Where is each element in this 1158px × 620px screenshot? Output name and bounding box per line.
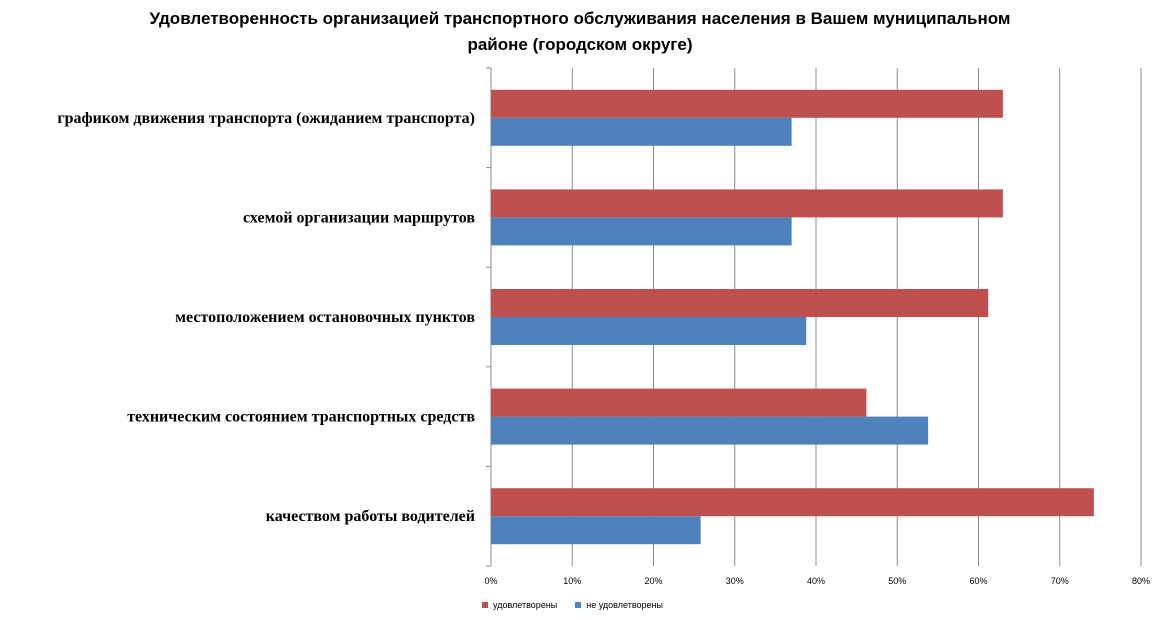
bar-not-satisfied-3: [491, 416, 929, 445]
category-label-0: графиком движения транспорта (ожиданием …: [57, 110, 475, 127]
bar-satisfied-1: [491, 189, 1003, 218]
bar-satisfied-4: [491, 488, 1094, 517]
x-tick-label-8: 80%: [1132, 576, 1150, 586]
x-tick-label-6: 60%: [969, 576, 987, 586]
legend-label-satisfied: удовлетворены: [493, 600, 558, 610]
bar-not-satisfied-2: [491, 317, 807, 345]
x-tick-label-0: 0%: [484, 576, 497, 586]
legend-swatch-satisfied: [482, 602, 488, 608]
x-tick-label-1: 10%: [563, 576, 581, 586]
x-tick-label-4: 40%: [807, 576, 825, 586]
x-tick-label-2: 20%: [644, 576, 662, 586]
category-label-1: схемой организации маршрутов: [243, 209, 475, 226]
chart-title-line-2: районе (городском округе): [467, 35, 693, 54]
bar-not-satisfied-0: [491, 117, 792, 146]
legend-swatch-not-satisfied: [575, 602, 582, 608]
category-label-2: местоположением остановочных пунктов: [175, 309, 475, 326]
x-tick-label-5: 50%: [888, 576, 906, 586]
bar-satisfied-2: [491, 289, 989, 317]
legend-item-not-satisfied: не удовлетворены: [575, 600, 663, 610]
chart-title: Удовлетворенность организацией транспорт…: [100, 6, 1060, 58]
legend-item-satisfied: удовлетворены: [482, 600, 557, 610]
bar-satisfied-0: [491, 89, 1003, 118]
bar-not-satisfied-1: [491, 217, 792, 246]
x-tick-label-7: 70%: [1051, 576, 1069, 586]
bar-satisfied-3: [491, 388, 867, 417]
legend-label-not-satisfied: не удовлетворены: [586, 600, 663, 610]
legend: удовлетворены не удовлетворены: [482, 600, 663, 610]
category-label-3: техническим состоянием транспортных сред…: [127, 409, 475, 426]
bar-not-satisfied-4: [491, 516, 701, 545]
x-tick-label-3: 30%: [726, 576, 744, 586]
chart-title-line-1: Удовлетворенность организацией транспорт…: [149, 9, 1011, 28]
category-label-4: качеством работы водителей: [266, 508, 475, 525]
